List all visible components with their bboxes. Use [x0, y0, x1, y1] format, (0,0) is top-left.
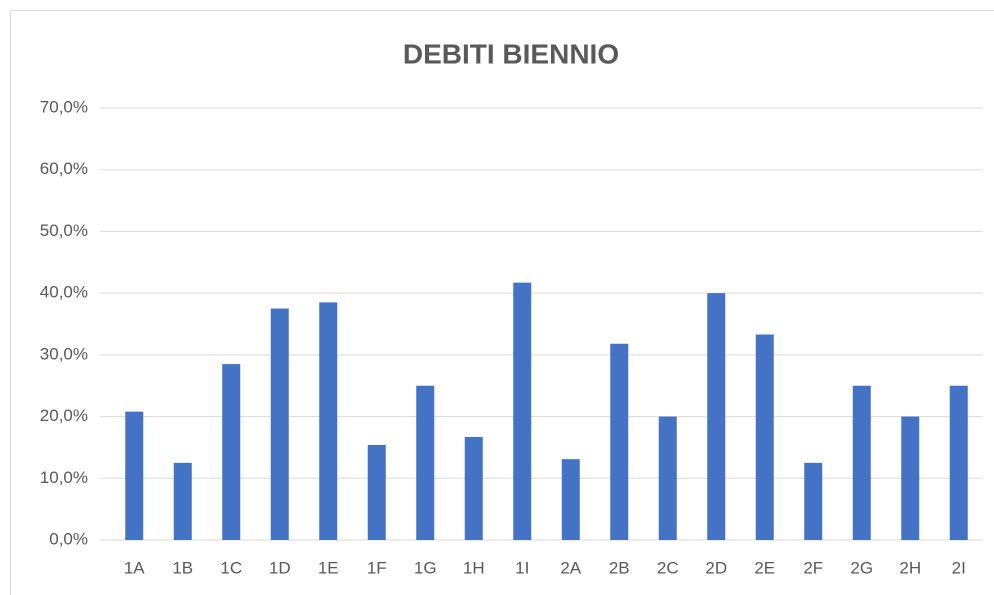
x-tick-label: 2E	[754, 558, 775, 577]
y-tick-label: 10,0%	[40, 468, 88, 487]
x-tick-label: 1F	[367, 558, 387, 577]
bar	[270, 308, 289, 540]
bar	[852, 385, 871, 540]
bar	[949, 385, 968, 540]
bar	[173, 462, 192, 540]
x-tick-label: 1G	[414, 558, 437, 577]
x-tick-label: 2C	[657, 558, 679, 577]
bar	[367, 444, 386, 540]
bar	[416, 385, 435, 540]
y-tick-label: 50,0%	[40, 221, 88, 240]
y-tick-label: 40,0%	[40, 283, 88, 302]
y-tick-label: 30,0%	[40, 344, 88, 363]
x-tick-label: 1H	[463, 558, 485, 577]
bar	[561, 459, 580, 540]
bar	[464, 436, 483, 540]
bar	[755, 334, 774, 540]
x-tick-label: 1I	[515, 558, 529, 577]
chart-border	[10, 10, 994, 595]
bar	[513, 282, 532, 540]
x-tick-label: 2H	[899, 558, 921, 577]
x-tick-label: 2F	[803, 558, 823, 577]
x-tick-label: 2D	[705, 558, 727, 577]
bar	[125, 411, 144, 540]
y-tick-label: 60,0%	[40, 159, 88, 178]
bar	[804, 462, 823, 540]
x-tick-label: 1D	[269, 558, 291, 577]
x-tick-label: 2I	[952, 558, 966, 577]
bar	[319, 302, 338, 540]
y-tick-label: 0,0%	[49, 529, 88, 548]
x-tick-label: 1E	[318, 558, 339, 577]
bar	[610, 343, 629, 540]
x-tick-label: 2A	[560, 558, 581, 577]
bar	[707, 293, 726, 540]
y-tick-label: 70,0%	[40, 97, 88, 116]
x-tick-label: 2B	[609, 558, 630, 577]
chart-title: DEBITI BIENNIO	[403, 38, 619, 69]
x-tick-label: 2G	[850, 558, 873, 577]
bar	[658, 416, 677, 540]
x-tick-label: 1A	[124, 558, 145, 577]
x-tick-label: 1C	[220, 558, 242, 577]
x-tick-label: 1B	[172, 558, 193, 577]
y-tick-label: 20,0%	[40, 406, 88, 425]
bar	[222, 364, 241, 540]
bar	[901, 416, 920, 540]
